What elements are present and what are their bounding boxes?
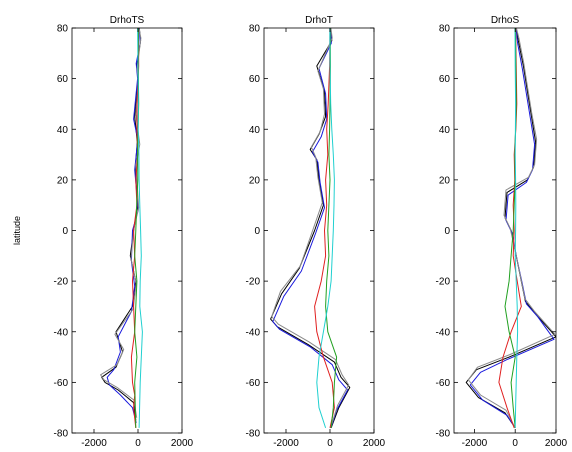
y-tick-label: 60: [57, 74, 69, 85]
y-tick-label: -40: [246, 327, 261, 338]
plot-frame: [71, 27, 183, 434]
y-tick-label: -60: [54, 378, 69, 389]
series-group: [100, 28, 143, 428]
y-tick-label: 40: [249, 125, 261, 136]
series-line-2: [272, 28, 349, 429]
x-tick-label: 0: [327, 438, 333, 449]
series-line-6: [137, 28, 143, 428]
y-tick-label: 60: [439, 74, 451, 85]
y-tick-label: 0: [62, 226, 68, 237]
chart-title: DrhoTS: [110, 15, 145, 26]
y-tick-label: -40: [54, 327, 69, 338]
x-tick-label: 0: [135, 438, 141, 449]
y-tick-label: 0: [254, 226, 260, 237]
y-tick-label: -20: [246, 277, 261, 288]
plot-frame: [263, 27, 375, 434]
y-tick-label: -80: [54, 429, 69, 440]
series-line-4: [130, 28, 140, 428]
series-line-4: [314, 28, 335, 429]
panel-2: -80 -60 -40 -20 0 20 40 60 80 -2000 0 2000 DrhoT: [246, 15, 386, 449]
y-tick-label: -20: [54, 277, 69, 288]
x-tick-label: 2000: [545, 438, 568, 449]
chart-title: DrhoT: [305, 15, 333, 26]
y-tick-label: -80: [436, 429, 451, 440]
x-tick-label: 0: [512, 438, 518, 449]
series-group: [270, 28, 351, 429]
y-tick-label: -80: [246, 429, 261, 440]
x-tick-label: 2000: [171, 438, 194, 449]
y-tick-label: 20: [57, 175, 69, 186]
y-tick-label: 20: [249, 175, 261, 186]
plot-frame: [453, 27, 557, 434]
series-line-3: [271, 28, 350, 426]
y-tick-label: -40: [436, 327, 451, 338]
series-line-3: [467, 28, 556, 429]
x-tick-label: -2000: [81, 438, 107, 449]
y-tick-label: -20: [436, 277, 451, 288]
series-line-2: [469, 28, 555, 429]
series-line-1: [270, 28, 351, 429]
panel-1: -80 -60 -40 -20 0 20 40 60 80 -2000 0 2000 DrhoTS lat…: [12, 15, 194, 449]
y-tick-label: -60: [246, 378, 261, 389]
x-tick-label: -2000: [462, 438, 488, 449]
y-tick-label: -60: [436, 378, 451, 389]
y-tick-label: 80: [439, 24, 451, 35]
x-tick-label: 2000: [363, 438, 386, 449]
y-tick-label: 0: [444, 226, 450, 237]
series-group: [465, 28, 556, 429]
x-tick-label: -2000: [273, 438, 299, 449]
y-tick-label: 80: [57, 24, 69, 35]
series-line-5: [325, 28, 338, 428]
panel-3: -80 -60 -40 -20 0 20 40 60 80 -2000 0 2000 DrhoS: [436, 15, 568, 449]
chart-title: DrhoS: [491, 15, 520, 26]
y-tick-label: 80: [249, 24, 261, 35]
y-tick-label: 60: [249, 74, 261, 85]
y-tick-label: 20: [439, 175, 451, 186]
y-tick-label: 40: [439, 125, 451, 136]
series-line-2: [106, 28, 141, 424]
series-line-6: [316, 28, 335, 429]
series-line-6: [514, 28, 519, 428]
y-axis-label: latitude: [12, 216, 22, 245]
y-tick-label: 40: [57, 125, 69, 136]
series-line-1: [465, 28, 556, 429]
